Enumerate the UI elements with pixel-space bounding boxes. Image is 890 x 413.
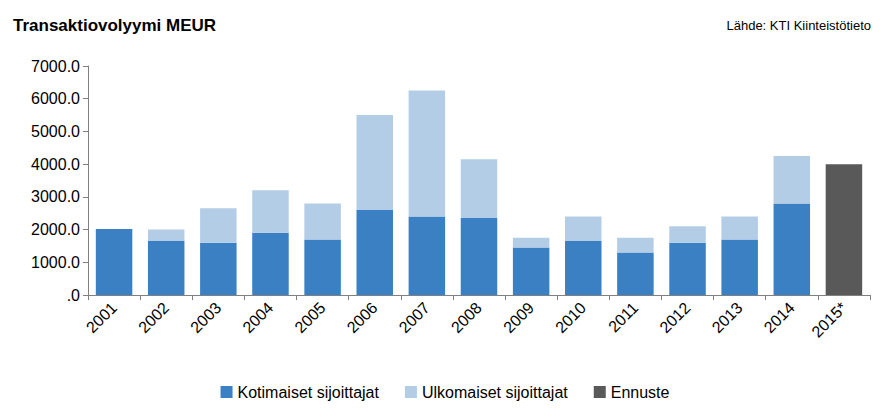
svg-text:Kotimaiset sijoittajat: Kotimaiset sijoittajat	[238, 384, 380, 401]
svg-text:2012: 2012	[656, 299, 693, 336]
svg-text:6000.0: 6000.0	[31, 90, 80, 107]
svg-text:2002: 2002	[135, 299, 172, 336]
svg-text:Transaktiovolyymi MEUR: Transaktiovolyymi MEUR	[13, 16, 216, 35]
svg-text:1000.0: 1000.0	[31, 254, 80, 271]
svg-text:2005: 2005	[291, 299, 328, 336]
svg-text:.0: .0	[67, 287, 80, 304]
svg-text:2011: 2011	[605, 299, 641, 335]
svg-text:2013: 2013	[709, 299, 746, 336]
svg-text:4000.0: 4000.0	[31, 156, 80, 173]
svg-text:2014: 2014	[761, 299, 798, 336]
svg-text:2000.0: 2000.0	[31, 221, 80, 238]
svg-text:2003: 2003	[187, 299, 224, 336]
svg-text:2006: 2006	[344, 299, 381, 336]
svg-text:2007: 2007	[396, 299, 433, 336]
svg-text:Ulkomaiset sijoittajat: Ulkomaiset sijoittajat	[422, 384, 568, 401]
svg-text:2004: 2004	[239, 299, 276, 336]
svg-text:7000.0: 7000.0	[31, 58, 80, 75]
svg-text:5000.0: 5000.0	[31, 123, 80, 140]
svg-text:2009: 2009	[500, 299, 537, 336]
svg-text:2001: 2001	[83, 299, 120, 336]
svg-text:2008: 2008	[448, 299, 485, 336]
svg-text:2010: 2010	[552, 299, 589, 336]
svg-text:Lähde: KTI Kiinteistötieto: Lähde: KTI Kiinteistötieto	[726, 18, 871, 33]
svg-text:2015*: 2015*	[808, 299, 850, 341]
svg-text:Ennuste: Ennuste	[611, 384, 670, 401]
svg-text:3000.0: 3000.0	[31, 188, 80, 205]
